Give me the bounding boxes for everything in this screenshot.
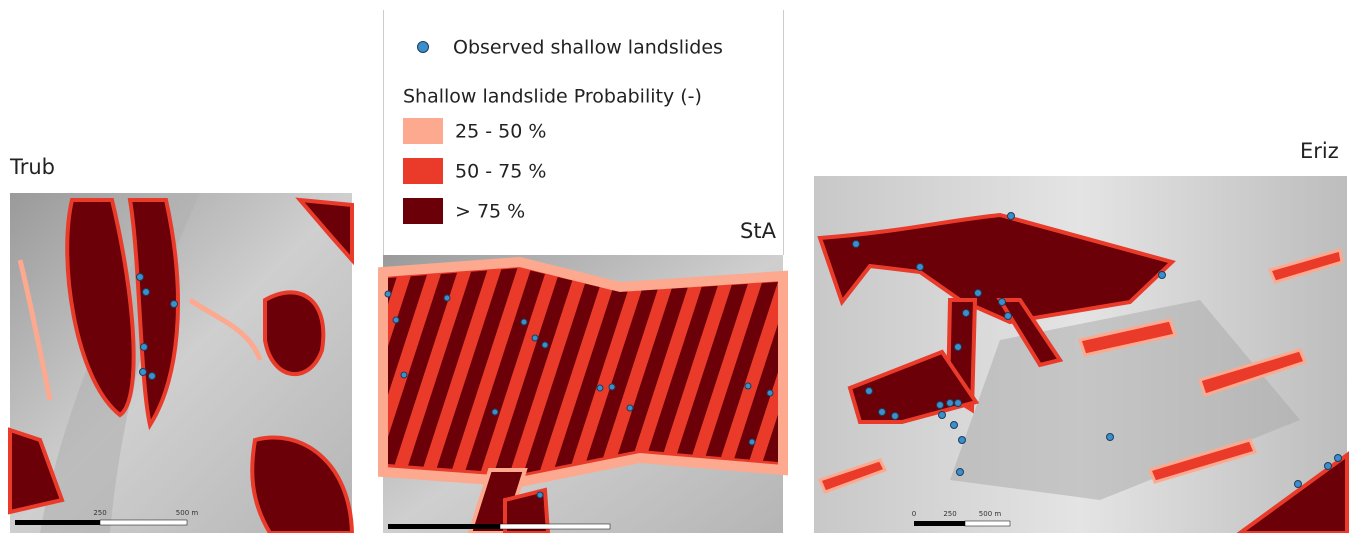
legend-swatch [403, 118, 443, 144]
legend-title: Shallow landslide Probability (-) [403, 86, 702, 108]
panel-label: Trub [9, 155, 55, 179]
legend: Observed shallow landslides Shallow land… [383, 10, 784, 255]
legend-swatch [403, 158, 443, 184]
map-trub: 250 500 m [8, 193, 355, 533]
scale-label: 250 [943, 510, 956, 518]
legend-entry: Observed shallow landslides [453, 37, 723, 59]
scale-label: 250 [93, 509, 106, 517]
scale-label: 500 m [979, 510, 1002, 518]
legend-swatch [403, 198, 443, 224]
legend-entry: > 75 % [455, 201, 525, 223]
map-eriz: 0 250 500 m [814, 176, 1349, 533]
panel-label: StA [740, 219, 777, 243]
map-sta [378, 255, 788, 533]
scale-label: 500 m [176, 509, 199, 517]
scale-label: 0 [912, 510, 916, 518]
panel-label: Eriz [1300, 139, 1339, 163]
legend-entry: 25 - 50 % [455, 121, 546, 143]
legend-entry: 50 - 75 % [455, 161, 546, 183]
